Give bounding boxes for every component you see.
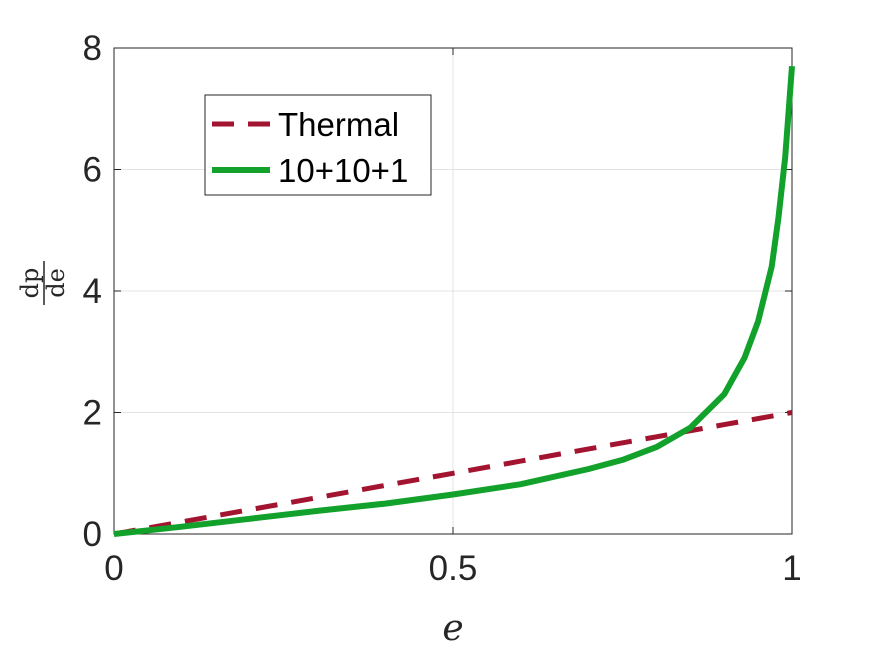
x-tick-label: 0: [104, 549, 123, 588]
y-tick-label: 0: [83, 515, 102, 554]
y-tick-label: 8: [83, 29, 102, 68]
y-tick-label: 6: [83, 151, 102, 190]
y-axis-label-denominator: de: [42, 268, 70, 298]
series-line-10-10-1: [113, 65, 795, 537]
tick-labels: 0 0.5 1 0 2 4 6 8: [83, 29, 802, 588]
x-tick-label: 0.5: [429, 549, 478, 588]
x-axis-label: e: [442, 608, 463, 649]
series-line-thermal: [113, 410, 793, 537]
series-layer: [113, 65, 795, 537]
x-tick-label: 1: [782, 549, 801, 588]
y-axis-label-numerator: dp: [16, 268, 44, 299]
legend-label-thermal: Thermal: [278, 106, 399, 143]
legend-box: [204, 94, 432, 196]
legend: Thermal 10+10+1: [204, 94, 432, 196]
y-axis-label: dp de: [16, 261, 70, 305]
y-tick-label: 2: [83, 394, 102, 433]
legend-label-10-10-1: 10+10+1: [278, 152, 408, 189]
y-tick-label: 4: [83, 272, 102, 311]
